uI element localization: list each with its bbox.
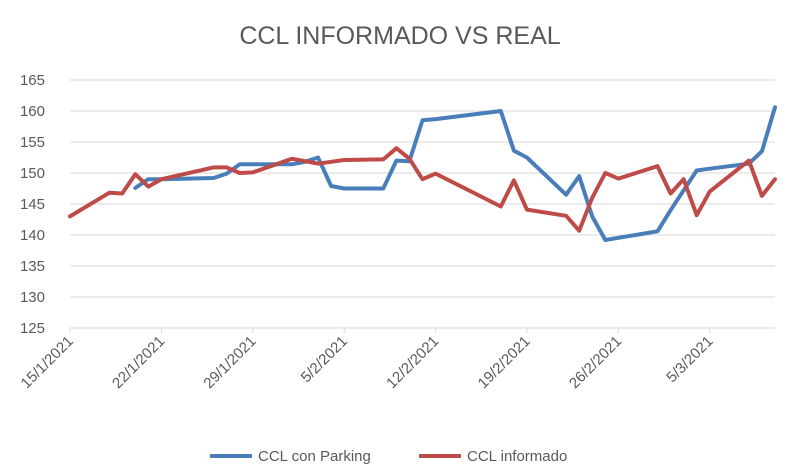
legend-label: CCL informado — [467, 448, 567, 465]
x-tick-label: 12/2/2021 — [383, 333, 442, 392]
y-tick-label: 160 — [20, 103, 45, 120]
y-tick-label: 140 — [20, 227, 45, 244]
x-tick-label: 15/1/2021 — [18, 333, 77, 392]
x-tick-label: 19/2/2021 — [475, 333, 534, 392]
x-tick-label: 29/1/2021 — [200, 333, 259, 392]
chart-title: CCL INFORMADO VS REAL — [239, 22, 560, 50]
y-tick-label: 125 — [20, 320, 45, 337]
series-line-2 — [68, 146, 777, 233]
x-axis: 15/1/2021 22/1/2021 29/1/2021 5/2/2021 12/2/… — [18, 327, 775, 392]
x-tick-label: 22/1/2021 — [109, 333, 168, 392]
grid — [70, 79, 775, 329]
x-tick-label: 5/3/2021 — [663, 333, 716, 386]
y-tick-label: 165 — [20, 72, 45, 89]
legend: CCL con Parking CCL informado — [210, 448, 567, 465]
y-tick-label: 130 — [20, 289, 45, 306]
y-tick-label: 155 — [20, 134, 45, 151]
series-line-1 — [133, 105, 777, 242]
series-lines — [68, 105, 777, 242]
x-tick-label: 5/2/2021 — [298, 333, 351, 386]
x-tick-label: 26/2/2021 — [566, 333, 625, 392]
legend-label: CCL con Parking — [258, 448, 371, 465]
y-tick-label: 135 — [20, 258, 45, 275]
y-tick-label: 150 — [20, 165, 45, 182]
y-axis-ticks: 165 160 155 150 145 140 135 130 125 — [20, 72, 45, 337]
y-tick-label: 145 — [20, 196, 45, 213]
